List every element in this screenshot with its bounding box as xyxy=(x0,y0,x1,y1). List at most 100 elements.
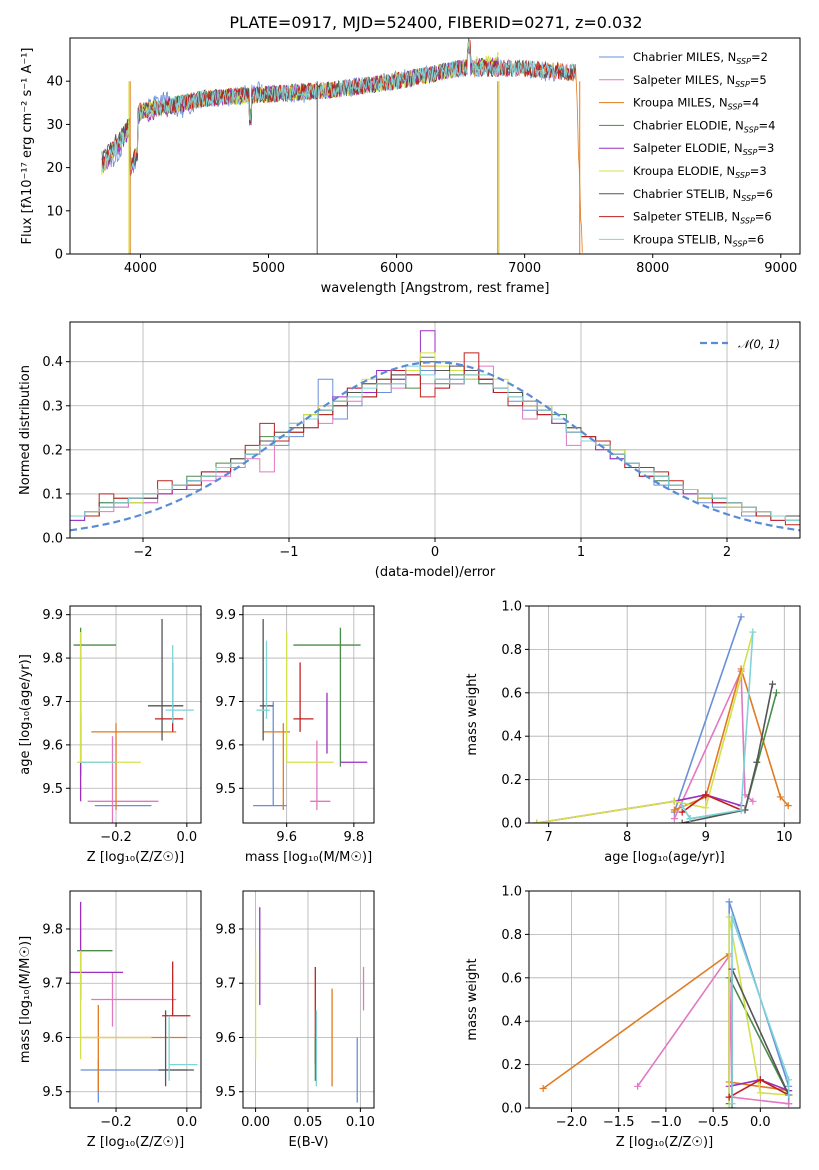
mass-weight-point xyxy=(756,1076,764,1084)
legend-text: Kroupa STELIB, N xyxy=(633,232,733,246)
x-tick-label: 0.0 xyxy=(176,830,197,845)
y-tick-label: 0.1 xyxy=(42,487,63,502)
y-tick-label: 0.8 xyxy=(501,928,522,943)
axes-frame xyxy=(69,321,801,539)
y-tick-label: 1.0 xyxy=(501,885,522,900)
mass-weight-point xyxy=(737,806,745,814)
axes-frame xyxy=(242,890,375,1109)
y-tick-label: 9.5 xyxy=(215,782,236,797)
legend-text: Salpeter ELODIE, N xyxy=(633,141,743,155)
y-tick-label: 0 xyxy=(55,248,63,263)
histogram-series-9 xyxy=(70,365,800,538)
x-axis-label: E(B-V) xyxy=(288,1135,328,1150)
figure-title: PLATE=0917, MJD=52400, FIBERID=0271, z=0… xyxy=(229,13,642,32)
y-tick-label: 0.4 xyxy=(501,730,522,745)
y-tick-label: 9.9 xyxy=(215,608,236,623)
mass-weight-point xyxy=(539,1084,547,1092)
mass-weight-series-7 xyxy=(682,683,774,823)
legend-text: Salpeter MILES, N xyxy=(633,73,735,87)
x-tick-label: 8000 xyxy=(636,261,669,276)
mass-weight-point xyxy=(670,797,678,805)
mass-weight-series-6 xyxy=(536,631,754,823)
legend-text: Chabrier MILES, N xyxy=(633,50,736,64)
legend-label-gaussian: 𝒩(0, 1) xyxy=(738,337,780,351)
legend-subscript: SSP xyxy=(736,57,751,66)
y-tick-label: 0.2 xyxy=(501,1058,522,1073)
plot-area xyxy=(253,619,368,810)
legend-label-8: Salpeter STELIB, NSSP=6 xyxy=(633,210,772,226)
mass-weight-point xyxy=(725,1104,733,1108)
legend-label-6: Kroupa ELODIE, NSSP=3 xyxy=(633,164,767,180)
x-tick-label: −0.2 xyxy=(100,1115,132,1130)
mass-weight-point xyxy=(785,1100,793,1108)
x-tick-label: 9 xyxy=(702,830,710,845)
mass-weight-point xyxy=(670,815,678,823)
axes-frame xyxy=(69,605,202,824)
y-axis-label: mass [log₁₀(M/M☉)] xyxy=(18,936,33,1063)
histogram-series-8 xyxy=(70,352,800,538)
x-tick-label: 7000 xyxy=(508,261,541,276)
legend-text: Salpeter STELIB, N xyxy=(633,210,740,224)
legend-value: =3 xyxy=(757,141,774,155)
panel-3: −0.2 0.0 9.5 9.6 9.7 9.8 9.9 Z [log₁₀(Z/Z☉)] age… xyxy=(18,605,202,865)
axes-frame xyxy=(69,37,801,255)
x-tick-label: 6000 xyxy=(380,261,413,276)
y-tick-label: 0.4 xyxy=(42,355,63,370)
x-tick-label: −1 xyxy=(279,545,298,560)
x-axis-label: mass [log₁₀(M/M☉)] xyxy=(245,850,372,865)
mass-weight-point xyxy=(749,628,757,636)
mass-weight-series-9 xyxy=(681,631,754,820)
x-axis-label: Z [log₁₀(Z/Z☉)] xyxy=(87,850,184,865)
spectrum-series-7 xyxy=(101,43,576,169)
y-tick-label: 9.6 xyxy=(215,738,236,753)
y-tick-label: 9.9 xyxy=(42,608,63,623)
y-axis-label: mass weight xyxy=(465,958,480,1040)
mass-weight-point xyxy=(772,689,780,697)
axes-frame xyxy=(242,605,375,824)
mass-weight-series-2 xyxy=(636,953,789,1105)
y-tick-label: 0.2 xyxy=(42,443,63,458)
x-tick-label: 7 xyxy=(544,830,552,845)
x-axis-label: (data-model)/error xyxy=(375,565,496,580)
panel-8: −2.0 −1.5 −1.0 −0.5 0.0 0.0 0.2 0.4 0.6 0.8 1.0 Z [… xyxy=(465,885,801,1150)
x-tick-label: 9000 xyxy=(764,261,797,276)
legend-subscript: SSP xyxy=(740,217,755,226)
axes-frame xyxy=(69,890,202,1109)
x-tick-label: 9.8 xyxy=(344,830,365,845)
y-tick-label: 40 xyxy=(46,75,63,90)
x-tick-label: −2 xyxy=(133,545,152,560)
legend-text: Chabrier STELIB, N xyxy=(633,187,741,201)
x-axis-label: Z [log₁₀(Z/Z☉)] xyxy=(616,1135,713,1150)
legend-label-2: Salpeter MILES, NSSP=5 xyxy=(633,73,767,89)
legend-text: Chabrier ELODIE, N xyxy=(633,118,744,132)
y-tick-label: 0.4 xyxy=(501,1015,522,1030)
y-tick-label: 9.7 xyxy=(215,695,236,710)
x-tick-label: 0.05 xyxy=(293,1115,322,1130)
plot-area xyxy=(539,898,793,1108)
y-tick-label: 0.0 xyxy=(501,1102,522,1117)
plot-area xyxy=(254,907,365,1103)
legend-text: Kroupa MILES, N xyxy=(633,96,728,110)
gaussian-curve xyxy=(70,360,800,532)
mass-weight-point xyxy=(702,791,710,799)
panel-2: −2 −1 0 1 2 0.0 0.1 0.2 0.3 0.4 𝒩(0, 1) (data-model… xyxy=(18,321,801,580)
legend-subscript: SSP xyxy=(728,103,743,112)
y-tick-label: 30 xyxy=(46,118,63,133)
x-tick-label: 4000 xyxy=(124,261,157,276)
legend-subscript: SSP xyxy=(735,80,750,89)
legend-value: =4 xyxy=(759,118,776,132)
y-tick-label: 0.0 xyxy=(42,532,63,547)
x-tick-label: −1.5 xyxy=(603,1115,635,1130)
x-tick-label: −0.5 xyxy=(697,1115,729,1130)
y-tick-label: 9.8 xyxy=(42,922,63,937)
y-tick-label: 0.2 xyxy=(501,773,522,788)
axes-frame xyxy=(528,605,801,824)
y-tick-label: 9.5 xyxy=(42,782,63,797)
y-tick-label: 9.8 xyxy=(215,652,236,667)
legend-label-5: Salpeter ELODIE, NSSP=3 xyxy=(633,141,774,157)
legend-value: =2 xyxy=(751,50,768,64)
legend-subscript: SSP xyxy=(735,171,750,180)
mass-weight-point xyxy=(678,819,686,823)
y-tick-label: 0.6 xyxy=(501,971,522,986)
